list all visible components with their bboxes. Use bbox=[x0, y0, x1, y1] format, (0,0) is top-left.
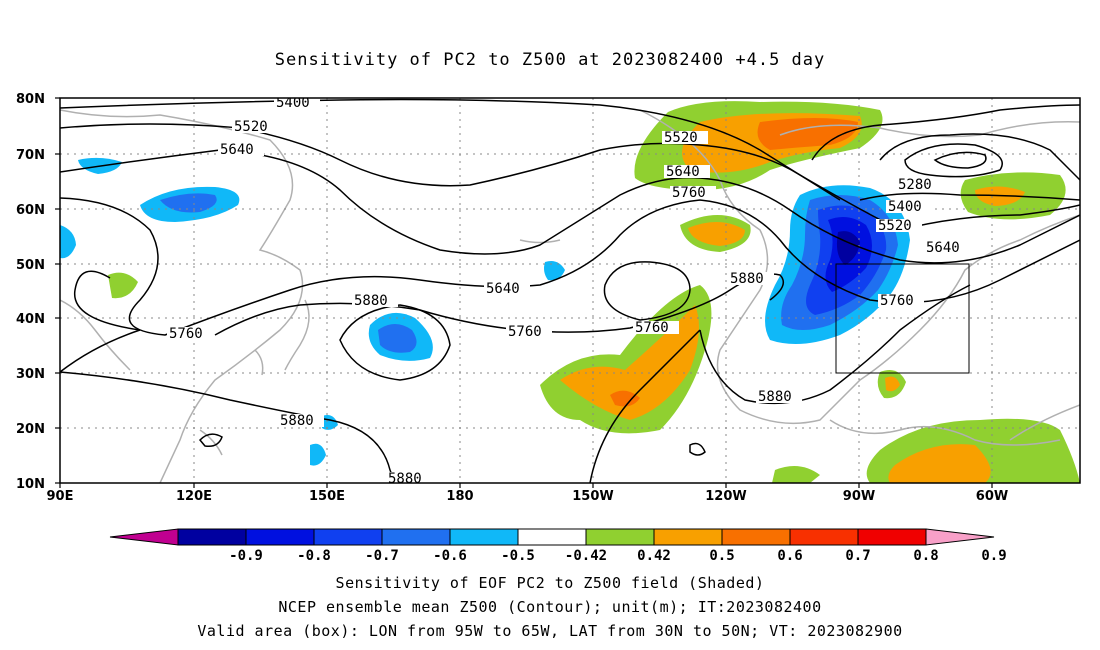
lat-label: 60N bbox=[16, 203, 45, 218]
colorbar-label: -0.42 bbox=[565, 548, 607, 564]
lat-label: 10N bbox=[16, 477, 45, 492]
lon-label: 60W bbox=[976, 489, 1008, 504]
lat-label: 30N bbox=[16, 367, 45, 382]
contour-label: 5880 bbox=[388, 471, 422, 487]
caption-line-3: Valid area (box): LON from 95W to 65W, L… bbox=[197, 622, 903, 640]
colorbar-swatch bbox=[245, 528, 315, 546]
caption-line-1: Sensitivity of EOF PC2 to Z500 field (Sh… bbox=[335, 574, 765, 592]
valid-area-box bbox=[835, 263, 970, 374]
map-frame bbox=[59, 97, 1081, 484]
lon-label: 120W bbox=[705, 489, 746, 504]
colorbar-label: -0.9 bbox=[229, 548, 263, 564]
contour-label: 5760 bbox=[635, 320, 669, 336]
colorbar: -0.9 -0.8 -0.7 -0.6 -0.5 -0.42 0.42 0.5 0.6 0.7 0.… bbox=[109, 528, 1007, 564]
colorbar-swatch bbox=[653, 528, 723, 546]
contour-label: 5520 bbox=[878, 218, 912, 234]
coastlines bbox=[60, 109, 1080, 483]
lon-label: 150E bbox=[309, 489, 345, 504]
lon-label: 90E bbox=[47, 489, 74, 504]
contour-label: 5640 bbox=[926, 240, 960, 256]
colorbar-swatch bbox=[857, 528, 927, 546]
colorbar-swatch bbox=[177, 528, 247, 546]
colorbar-swatch bbox=[449, 528, 519, 546]
colorbar-swatch bbox=[381, 528, 451, 546]
contour-label: 5880 bbox=[280, 413, 314, 429]
contour-label: 5880 bbox=[758, 389, 792, 405]
colorbar-label: 0.9 bbox=[981, 548, 1006, 564]
colorbar-label: 0.7 bbox=[845, 548, 870, 564]
colorbar-label: -0.8 bbox=[297, 548, 331, 564]
contour-label: 5640 bbox=[486, 281, 520, 297]
map-title: Sensitivity of PC2 to Z500 at 2023082400… bbox=[274, 50, 826, 70]
contour-label: 5760 bbox=[169, 326, 203, 342]
contour-label: 5760 bbox=[672, 185, 706, 201]
axis-ticks bbox=[55, 97, 993, 488]
contour-label: 5520 bbox=[234, 119, 268, 135]
shaded-negative-regions bbox=[60, 157, 910, 466]
contour-label: 5400 bbox=[276, 95, 310, 111]
lat-label: 20N bbox=[16, 422, 45, 437]
colorbar-arrow-high bbox=[925, 528, 995, 546]
contour-label: 5640 bbox=[220, 142, 254, 158]
lat-label: 70N bbox=[16, 148, 45, 163]
contour-label: 5400 bbox=[888, 199, 922, 215]
contour-label: 5520 bbox=[664, 130, 698, 146]
colorbar-swatch bbox=[517, 528, 587, 546]
lon-label: 180 bbox=[446, 489, 473, 504]
colorbar-label: 0.6 bbox=[777, 548, 802, 564]
colorbar-swatch bbox=[313, 528, 383, 546]
colorbar-label: 0.5 bbox=[709, 548, 734, 564]
colorbar-label: -0.6 bbox=[433, 548, 467, 564]
latitude-labels: 80N 70N 60N 50N 40N 30N 20N 10N bbox=[16, 92, 45, 492]
contour-label: 5760 bbox=[508, 324, 542, 340]
longitude-labels: 90E 120E 150E 180 150W 120W 90W 60W bbox=[47, 489, 1009, 504]
contour-label: 5880 bbox=[730, 271, 764, 287]
lon-label: 120E bbox=[176, 489, 212, 504]
colorbar-swatch bbox=[721, 528, 791, 546]
colorbar-label: 0.42 bbox=[637, 548, 671, 564]
colorbar-swatch bbox=[789, 528, 859, 546]
colorbar-label: -0.5 bbox=[501, 548, 535, 564]
contour-label: 5280 bbox=[898, 177, 932, 193]
contour-label: 5760 bbox=[880, 293, 914, 309]
colorbar-label: 0.8 bbox=[913, 548, 938, 564]
contour-labels: 5400 5520 5640 5760 5880 5880 5880 5640 … bbox=[167, 95, 970, 487]
contour-label: 5880 bbox=[354, 293, 388, 309]
lat-label: 40N bbox=[16, 312, 45, 327]
caption-line-2: NCEP ensemble mean Z500 (Contour); unit(… bbox=[278, 598, 822, 616]
lat-label: 80N bbox=[16, 92, 45, 107]
lat-label: 50N bbox=[16, 258, 45, 273]
lon-label: 150W bbox=[572, 489, 613, 504]
map-plot-area bbox=[60, 98, 1080, 483]
lon-label: 90W bbox=[843, 489, 875, 504]
contour-label: 5640 bbox=[666, 164, 700, 180]
colorbar-arrow-low bbox=[109, 528, 179, 546]
colorbar-swatch bbox=[585, 528, 655, 546]
colorbar-label: -0.7 bbox=[365, 548, 399, 564]
